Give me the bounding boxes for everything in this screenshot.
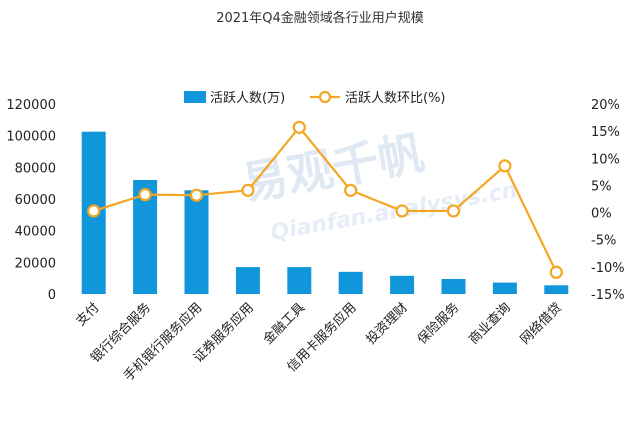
y2-tick-label: 0% [591, 207, 612, 222]
bar [235, 267, 260, 294]
line-point [446, 204, 461, 218]
y2-tick-label: -5% [591, 234, 616, 249]
y2-tick-label: -10% [591, 261, 625, 276]
y-tick-label: 60000 [15, 193, 56, 208]
y-tick-label: 120000 [6, 98, 56, 113]
line-point [498, 159, 512, 173]
bar [544, 285, 569, 294]
legend: 活跃人数(万) 活跃人数环比(%) [184, 90, 446, 106]
y-tick-label: 80000 [15, 161, 56, 176]
y2-tick-label: 10% [591, 152, 620, 167]
line-point [241, 183, 255, 197]
line-point [549, 265, 563, 279]
line-point [138, 188, 152, 202]
category-label: 支付 [74, 300, 103, 329]
y-tick-label: 20000 [15, 256, 56, 271]
y2-tick-label: 20% [591, 98, 620, 113]
line-point [344, 183, 358, 197]
legend-line-marker [318, 90, 332, 104]
legend-bar-swatch [184, 91, 206, 103]
y2-tick-label: 15% [591, 125, 620, 140]
bar [390, 275, 415, 294]
category-label: 商业查询 [466, 300, 513, 347]
line-point [292, 120, 306, 134]
y-tick-label: 40000 [15, 225, 56, 240]
legend-line-label: 活跃人数环比(%) [345, 91, 446, 106]
category-label: 金融工具 [260, 300, 308, 348]
line-point [189, 188, 204, 202]
category-label: 投资理财 [363, 300, 411, 348]
y-tick-label: 100000 [6, 130, 56, 145]
line-point [87, 204, 101, 218]
y-tick-label: 0 [48, 288, 56, 303]
category-label: 网络借贷 [517, 300, 565, 348]
category-label: 保险服务 [414, 300, 462, 348]
line-path [93, 125, 558, 273]
bar [492, 282, 517, 294]
y2-tick-label: 5% [591, 179, 612, 194]
y2-tick-label: -15% [591, 288, 625, 303]
bar [184, 190, 209, 294]
line-point [395, 204, 409, 218]
left-axis: 0 20000 40000 60000 80000 100000 120000 [6, 98, 56, 303]
bar [287, 267, 312, 294]
right-axis: -15% -10% -5% 0% 5% 10% 15% 20% [591, 98, 625, 303]
bar [441, 278, 466, 294]
chart-title: 2021年Q4金融领域各行业用户规模 [216, 10, 424, 26]
bar [338, 271, 363, 294]
legend-bar-label: 活跃人数(万) [210, 91, 285, 106]
line-series [87, 120, 563, 279]
